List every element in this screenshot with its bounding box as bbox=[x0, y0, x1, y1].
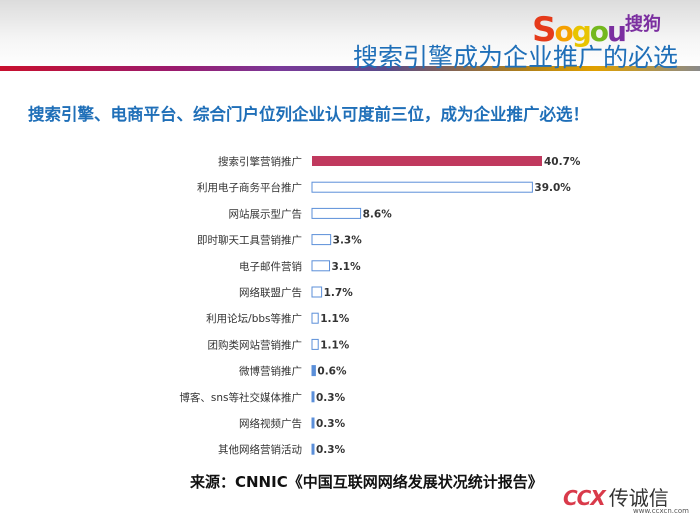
category-label: 搜索引擎营销推广 bbox=[218, 155, 302, 168]
bar bbox=[311, 443, 315, 455]
category-label: 网络视频广告 bbox=[239, 417, 302, 430]
data-label: 0.3% bbox=[316, 418, 346, 430]
bar bbox=[311, 260, 331, 272]
data-label: 1.1% bbox=[320, 313, 350, 325]
data-label: 0.6% bbox=[317, 366, 347, 378]
bar bbox=[311, 207, 362, 219]
bar bbox=[311, 391, 315, 403]
data-label: 3.1% bbox=[332, 261, 362, 273]
data-label: 39.0% bbox=[534, 182, 571, 194]
bar bbox=[311, 338, 319, 350]
ccx-logo: CCX 传诚信 www.ccxcn.com bbox=[563, 486, 689, 515]
bar bbox=[311, 234, 332, 246]
data-label: 40.7% bbox=[544, 156, 581, 168]
category-label: 即时聊天工具营销推广 bbox=[197, 234, 302, 247]
bar bbox=[312, 156, 542, 166]
data-label: 3.3% bbox=[333, 235, 363, 247]
category-label: 电子邮件营销 bbox=[239, 260, 302, 273]
data-label: 1.1% bbox=[320, 339, 350, 351]
source-note: 来源：CNNIC《中国互联网网络发展状况统计报告》 bbox=[190, 473, 543, 491]
data-label: 8.6% bbox=[363, 208, 393, 220]
category-label: 微博营销推广 bbox=[239, 365, 302, 378]
category-label: 利用电子商务平台推广 bbox=[197, 181, 302, 194]
category-label: 网络联盟广告 bbox=[239, 286, 302, 299]
category-label: 利用论坛/bbs等推广 bbox=[206, 312, 302, 325]
header-divider bbox=[0, 66, 700, 71]
bar bbox=[311, 181, 533, 193]
data-label: 1.7% bbox=[324, 287, 354, 299]
category-label: 其他网络营销活动 bbox=[218, 443, 302, 456]
category-label: 网站展示型广告 bbox=[229, 207, 303, 220]
category-label: 团购类网站营销推广 bbox=[208, 338, 303, 351]
subtitle: 搜索引擎、电商平台、综合门户位列企业认可度前三位，成为企业推广必选！ bbox=[28, 105, 589, 124]
bar bbox=[311, 286, 323, 298]
bar bbox=[311, 417, 315, 429]
data-label: 0.3% bbox=[316, 444, 346, 456]
page-title: 搜索引擎成为企业推广的必选 bbox=[352, 43, 678, 72]
sogou-logo: Sogou搜狗 bbox=[532, 10, 661, 50]
header-band bbox=[0, 0, 700, 68]
bar bbox=[311, 312, 319, 324]
data-label: 0.3% bbox=[316, 392, 346, 404]
category-label: 博客、sns等社交媒体推广 bbox=[179, 391, 302, 404]
bar bbox=[311, 365, 316, 377]
